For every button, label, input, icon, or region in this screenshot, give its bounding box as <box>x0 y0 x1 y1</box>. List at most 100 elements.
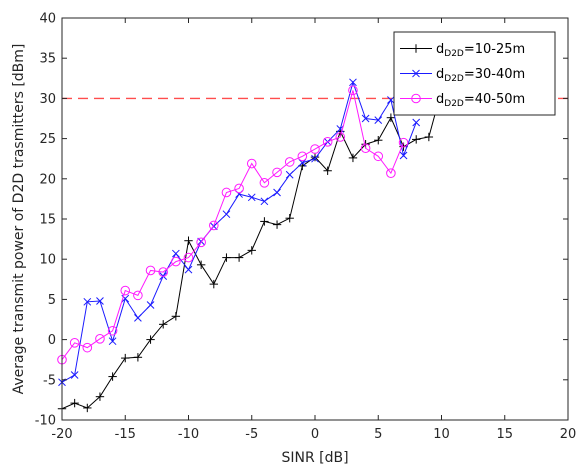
series-2-point <box>171 249 180 258</box>
series-2-point <box>134 314 142 322</box>
series-1-point <box>70 398 79 408</box>
x-tick-label: -5 <box>245 427 258 442</box>
series-1-point <box>424 132 434 142</box>
series-2-point <box>349 78 357 87</box>
series-3-point <box>297 151 308 162</box>
legend-label-main: d <box>436 92 444 107</box>
x-tick-label: 20 <box>560 427 577 442</box>
series-2-point <box>222 210 231 219</box>
legend-label-main: d <box>436 42 444 57</box>
y-axis-label: Average transmit power of D2D trasmitter… <box>11 44 27 395</box>
legend-entry: dD2D=40-50m <box>400 92 525 109</box>
legend-label-main: d <box>436 67 444 82</box>
x-axis-label: SINR [dB] <box>281 450 348 466</box>
series-2-point <box>273 188 281 197</box>
legend-label-subscript: D2D <box>444 99 464 109</box>
x-tick-label: 5 <box>374 427 382 442</box>
y-tick-label: 0 <box>48 333 56 348</box>
series-1-point <box>260 217 269 226</box>
series-3-point <box>322 137 333 147</box>
series-3-point <box>107 325 118 336</box>
series-3-point <box>120 285 131 296</box>
legend-label: dD2D=10-25m <box>436 42 525 59</box>
y-tick-label: -10 <box>35 414 56 429</box>
series-3-point <box>386 168 396 178</box>
series-2-point <box>260 197 269 206</box>
series-2 <box>58 78 421 387</box>
series-2-point <box>399 151 408 160</box>
series-1-point <box>348 153 358 163</box>
series-2-point <box>374 116 383 124</box>
x-tick-label: -15 <box>115 427 136 442</box>
series-1-point <box>95 392 105 401</box>
series-1-point <box>184 236 193 245</box>
legend-label-range: =30-40m <box>464 67 525 82</box>
legend-label-range: =10-25m <box>464 42 525 57</box>
x-tick-label: -20 <box>51 427 72 442</box>
legend-entry: dD2D=10-25m <box>400 42 525 59</box>
series-2-point <box>108 337 117 346</box>
series-layer <box>57 78 446 413</box>
series-3-point <box>373 151 384 162</box>
series-1-point <box>285 213 294 223</box>
series-3-point <box>284 157 295 167</box>
series-3-point <box>234 183 244 194</box>
series-2-point <box>285 170 294 179</box>
series-1-point <box>133 353 143 362</box>
series-1-point <box>209 279 218 289</box>
series-3-point <box>310 144 320 154</box>
series-1-point <box>108 372 117 381</box>
series-3-point <box>171 256 181 267</box>
series-3-point <box>69 338 80 348</box>
legend-marker <box>411 44 421 53</box>
series-1-point <box>83 403 92 413</box>
legend-label-range: =40-50m <box>464 92 525 107</box>
series-1-point <box>159 320 168 329</box>
series-2-point <box>146 301 155 309</box>
legend-label-subscript: D2D <box>444 74 464 84</box>
x-tick-label: -10 <box>178 427 199 442</box>
series-3-point <box>360 143 371 154</box>
y-tick-label: 25 <box>39 132 56 147</box>
series-1-point <box>121 353 130 363</box>
y-tick-label: 20 <box>39 172 56 187</box>
legend-label: dD2D=30-40m <box>436 67 525 84</box>
series-1-point <box>247 246 256 255</box>
y-tick-label: 15 <box>39 213 56 228</box>
legend-marker <box>411 93 421 104</box>
series-1-point <box>171 312 181 321</box>
series-1-point <box>272 220 282 229</box>
series-2-point <box>412 118 421 127</box>
series-2-point <box>121 294 130 303</box>
series-1-point <box>222 253 231 262</box>
y-tick-label: 35 <box>39 52 56 67</box>
ticks-layer: -20 -15 -10 -5 0 5 10 15 20 -10 -5 0 5 10 15 20 25 30 35 40 <box>35 12 577 443</box>
series-3-point <box>259 178 270 188</box>
series-3-point <box>221 187 232 198</box>
x-tick-label: 0 <box>311 427 319 442</box>
series-3 <box>57 85 409 365</box>
legend-marker <box>412 69 420 78</box>
y-tick-label: 40 <box>39 12 56 27</box>
legend-label: dD2D=40-50m <box>436 92 525 109</box>
y-tick-label: 10 <box>39 253 56 268</box>
x-tick-label: 15 <box>496 427 513 442</box>
y-tick-label: -5 <box>43 373 56 388</box>
series-1-point <box>234 253 244 262</box>
series-3-point <box>348 85 358 96</box>
series-3-point <box>133 290 143 301</box>
y-tick-label: 5 <box>48 293 56 308</box>
series-3-point <box>335 132 346 142</box>
series-1-point <box>386 113 396 122</box>
series-1-point <box>310 152 320 162</box>
series-2-point <box>361 114 370 123</box>
y-tick-label: 30 <box>39 92 56 107</box>
series-3-point <box>246 158 257 169</box>
series-1-point <box>374 136 383 145</box>
series-2-point <box>247 193 256 202</box>
series-3-point <box>196 237 206 248</box>
series-1-point <box>412 135 421 144</box>
x-tick-label: 10 <box>433 427 450 442</box>
